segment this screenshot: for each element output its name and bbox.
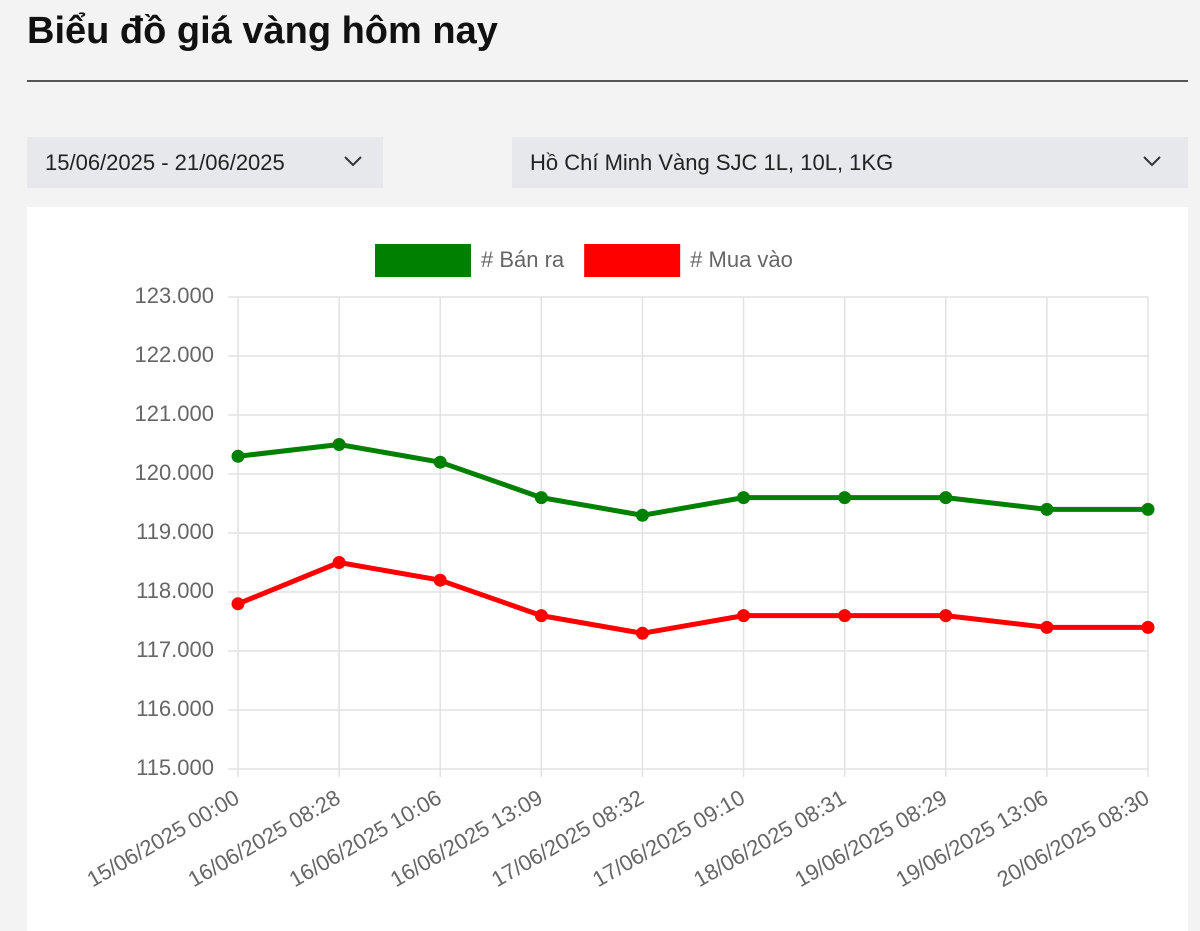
data-point	[433, 455, 447, 469]
data-point	[737, 609, 751, 623]
chart-panel: 115.000 116.000 117.000 118.000 119.000 120.0…	[27, 207, 1188, 931]
y-tick-label: 120.000	[134, 460, 214, 485]
data-point	[433, 573, 447, 587]
y-tick-label: 118.000	[136, 578, 214, 603]
y-tick-label: 123.000	[134, 283, 214, 308]
legend-label: # Mua vào	[690, 247, 793, 272]
data-point	[332, 556, 346, 569]
product: Hồ Chí Minh Vàng SJC 1L, 10L, 1KG	[530, 149, 894, 175]
data-point	[635, 508, 649, 522]
y-tick-label: 116.000	[136, 696, 214, 721]
data-point	[1141, 502, 1155, 516]
legend-swatch	[584, 244, 681, 277]
series-line	[237, 442, 1148, 518]
chart: 115.000 116.000 117.000 118.000 119.000 120.0…	[83, 244, 1155, 892]
legend-swatch	[375, 244, 471, 277]
data-point	[231, 597, 245, 611]
data-point	[939, 491, 953, 505]
data-point	[1040, 502, 1054, 516]
data-point	[737, 491, 751, 505]
page-title: Biểu đồ giá vàng hôm nay	[27, 10, 498, 52]
data-point	[838, 491, 852, 505]
y-tick-label: 117.000	[136, 637, 214, 662]
data-point	[939, 609, 953, 623]
chevron	[1143, 156, 1161, 167]
data-point	[635, 626, 649, 640]
chevron	[344, 156, 362, 167]
series-line	[237, 560, 1148, 636]
divider	[27, 80, 1188, 82]
data-point	[1040, 620, 1054, 634]
date-dropdown[interactable]: 15/06/2025 - 21/06/2025	[27, 137, 383, 188]
y-tick-label: 119.000	[136, 519, 214, 544]
y-tick-label: 122.000	[134, 342, 214, 367]
y-tick-label: 115.000	[136, 755, 214, 780]
y-tick-label: 121.000	[134, 401, 214, 426]
legend-label: # Bán ra	[481, 247, 565, 272]
product-dropdown[interactable]: Hồ Chí Minh Vàng SJC 1L, 10L, 1KG	[512, 137, 1188, 188]
data-point	[1141, 620, 1155, 634]
data-point	[534, 609, 548, 623]
data-point	[332, 438, 346, 451]
data-point	[838, 609, 852, 623]
data-point	[231, 449, 245, 463]
date-range: 15/06/2025 - 21/06/2025	[45, 149, 285, 175]
data-point	[534, 491, 548, 505]
